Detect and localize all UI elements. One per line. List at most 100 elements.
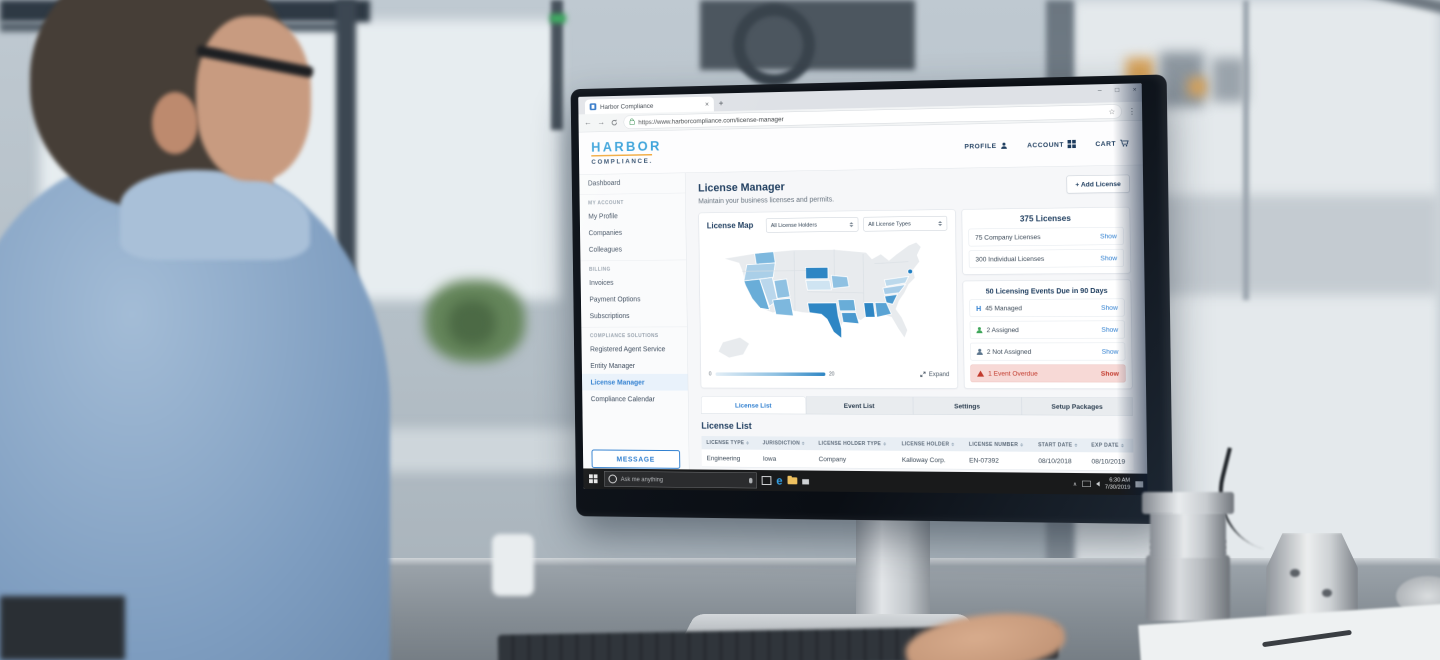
tab-event-list[interactable]: Event List bbox=[805, 396, 913, 415]
tab-title: Harbor Compliance bbox=[600, 101, 654, 111]
map-expand-label: Expand bbox=[928, 370, 950, 378]
file-explorer-icon[interactable] bbox=[787, 477, 798, 485]
events-card-title: 50 Licensing Events Due in 90 Days bbox=[985, 286, 1108, 296]
tab-setup-packages[interactable]: Setup Packages bbox=[1021, 396, 1133, 416]
cell-exp-date: 08/10/2019 bbox=[1086, 452, 1134, 471]
edge-browser-icon[interactable]: e bbox=[776, 473, 783, 487]
taskbar-clock[interactable]: 6:30 AM 7/30/2019 bbox=[1105, 477, 1131, 491]
tray-chevron-icon[interactable]: ∧ bbox=[1072, 480, 1078, 488]
sidebar-item-invoices[interactable]: Invoices bbox=[589, 278, 614, 287]
taskbar-search[interactable]: Ask me anything bbox=[604, 471, 757, 489]
sidebar-item-dashboard[interactable]: Dashboard bbox=[587, 178, 621, 187]
col-license-number[interactable]: LICENSE NUMBER bbox=[963, 437, 1034, 452]
sidebar-item-colleagues[interactable]: Colleagues bbox=[588, 245, 623, 254]
profile-person-icon bbox=[1001, 142, 1007, 149]
nav-account-label: ACCOUNT bbox=[1027, 140, 1064, 149]
state-LA bbox=[841, 312, 859, 323]
person-gray-icon bbox=[977, 349, 983, 355]
col-exp-date[interactable]: EXP DATE bbox=[1086, 438, 1134, 453]
metal-cylinder-body bbox=[1146, 555, 1230, 621]
us-license-map[interactable] bbox=[707, 234, 949, 369]
window-maximize-icon[interactable]: □ bbox=[1115, 85, 1120, 94]
notification-center-icon[interactable] bbox=[1135, 481, 1143, 487]
cell-start-date: 08/10/2018 bbox=[1033, 451, 1087, 471]
speaker-icon[interactable] bbox=[1096, 481, 1100, 487]
not-assigned-events-label: 2 Not Assigned bbox=[986, 347, 1032, 356]
sidebar-item-payment-options[interactable]: Payment Options bbox=[589, 294, 641, 304]
state-AR bbox=[838, 300, 856, 311]
sidebar-item-license-manager[interactable]: License Manager bbox=[581, 373, 688, 391]
logo-line2: COMPLIANCE. bbox=[591, 156, 653, 166]
coffee-cup bbox=[492, 534, 534, 596]
col-license-type[interactable]: LICENSE TYPE bbox=[701, 436, 758, 450]
state-IA bbox=[831, 275, 849, 288]
start-button-icon[interactable] bbox=[588, 474, 598, 484]
sidebar-item-entity-manager[interactable]: Entity Manager bbox=[590, 361, 636, 370]
nav-profile-label: PROFILE bbox=[964, 141, 997, 150]
sort-icon bbox=[1020, 443, 1024, 447]
cart-icon bbox=[1120, 139, 1129, 147]
browser-tab[interactable]: Harbor Compliance × bbox=[584, 96, 714, 115]
new-tab-icon[interactable]: + bbox=[718, 98, 724, 108]
tab-settings[interactable]: Settings bbox=[912, 396, 1022, 415]
exit-light bbox=[550, 14, 566, 23]
browser-menu-icon[interactable]: ⋮ bbox=[1128, 106, 1136, 116]
sidebar-item-my-profile[interactable]: My Profile bbox=[588, 211, 618, 221]
sidebar-item-registered-agent-service[interactable]: Registered Agent Service bbox=[590, 344, 666, 353]
back-icon[interactable]: ← bbox=[584, 118, 592, 127]
plant-dark bbox=[448, 300, 496, 346]
add-license-button[interactable]: + Add License bbox=[1066, 174, 1130, 194]
sort-icon bbox=[951, 442, 955, 447]
nav-account[interactable]: ACCOUNT bbox=[1027, 139, 1076, 149]
tab-close-icon[interactable]: × bbox=[704, 100, 710, 109]
license-holders-filter[interactable]: All License Holders bbox=[765, 217, 859, 233]
display-tray-icon[interactable] bbox=[1082, 480, 1091, 487]
state-CT bbox=[908, 269, 913, 274]
nav-profile[interactable]: PROFILE bbox=[964, 141, 1007, 150]
store-icon[interactable] bbox=[802, 477, 809, 484]
tab-favicon bbox=[589, 103, 597, 111]
tab-license-list[interactable]: License List bbox=[700, 396, 807, 414]
map-expand-button[interactable]: Expand bbox=[920, 371, 949, 378]
license-types-filter[interactable]: All License Types bbox=[863, 215, 948, 232]
table-row[interactable]: Engineering Iowa Company Kalloway Corp. … bbox=[701, 449, 1134, 471]
metal-cylinder-neck bbox=[1150, 512, 1226, 558]
cell-license-holder-type: Company bbox=[813, 450, 897, 469]
show-not-assigned-events-link[interactable]: Show bbox=[1101, 347, 1119, 356]
harbor-compliance-logo[interactable]: HARBOR COMPLIANCE. bbox=[591, 139, 662, 166]
task-view-icon[interactable] bbox=[761, 476, 772, 486]
col-license-holder-type[interactable]: LICENSE HOLDER TYPE bbox=[813, 436, 897, 451]
forward-icon[interactable]: → bbox=[597, 118, 606, 127]
window-close-icon[interactable]: × bbox=[1132, 85, 1137, 94]
legend-max: 20 bbox=[828, 371, 835, 377]
sidebar-item-companies[interactable]: Companies bbox=[588, 228, 623, 237]
sidebar-item-subscriptions[interactable]: Subscriptions bbox=[589, 311, 630, 320]
company-licenses-label: 75 Company Licenses bbox=[975, 232, 1041, 242]
show-individual-licenses-link[interactable]: Show bbox=[1100, 254, 1118, 262]
license-list-title: License List bbox=[701, 420, 752, 431]
col-license-holder[interactable]: LICENSE HOLDER bbox=[896, 437, 965, 452]
show-company-licenses-link[interactable]: Show bbox=[1099, 232, 1117, 240]
show-overdue-events-link[interactable]: Show bbox=[1100, 369, 1119, 378]
bookmark-star-icon[interactable]: ☆ bbox=[1108, 107, 1116, 116]
show-managed-events-link[interactable]: Show bbox=[1100, 303, 1118, 312]
col-jurisdiction[interactable]: JURISDICTION bbox=[757, 436, 814, 451]
sort-icon bbox=[801, 441, 805, 446]
microphone-icon[interactable] bbox=[748, 477, 753, 484]
overdue-events-label: 1 Event Overdue bbox=[988, 369, 1038, 378]
show-assigned-events-link[interactable]: Show bbox=[1101, 325, 1119, 334]
reload-icon[interactable] bbox=[611, 119, 618, 126]
state-AL bbox=[863, 301, 875, 318]
lock-icon bbox=[629, 120, 635, 125]
col-start-date[interactable]: START DATE bbox=[1032, 438, 1087, 453]
sidebar-item-compliance-calendar[interactable]: Compliance Calendar bbox=[590, 394, 655, 403]
nav-cart[interactable]: CART bbox=[1095, 139, 1129, 147]
message-button[interactable]: MESSAGE bbox=[591, 449, 681, 469]
person-ear bbox=[152, 92, 198, 154]
screen: Harbor Compliance × + – □ × ← → bbox=[578, 83, 1148, 496]
dropdown-updown-icon bbox=[938, 220, 943, 226]
window-minimize-icon[interactable]: – bbox=[1097, 86, 1102, 95]
page-subtitle: Maintain your business licenses and perm… bbox=[698, 194, 835, 205]
warning-triangle-icon bbox=[976, 370, 985, 377]
